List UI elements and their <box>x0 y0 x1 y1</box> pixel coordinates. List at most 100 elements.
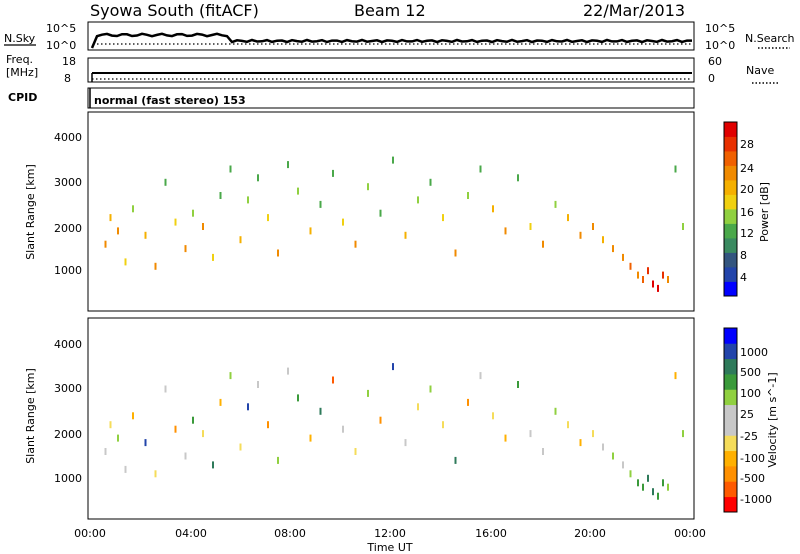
power-point <box>247 196 249 204</box>
xtick-4: 16:00 <box>475 527 507 540</box>
power-point <box>229 165 232 173</box>
velocity-colorbar-segment <box>724 420 737 436</box>
velocity-ytick-3000: 3000 <box>54 382 82 395</box>
power-colorbar-segment <box>724 194 737 210</box>
velocity-colorbar-segment <box>724 450 737 467</box>
power-point <box>257 174 259 182</box>
xlabel: Time UT <box>366 541 412 554</box>
velocity-point <box>192 416 194 424</box>
velocity-point <box>629 470 632 478</box>
power-point <box>657 284 659 292</box>
power-point <box>504 227 507 235</box>
velocity-colorbar-segment <box>724 374 737 390</box>
noise-search-label: N.Search <box>745 32 795 45</box>
velocity-point <box>674 372 677 380</box>
plot-title: Syowa South (fitACF) <box>90 1 259 20</box>
velocity-points-layer <box>104 363 684 500</box>
velocity-point <box>592 430 594 438</box>
nave-label: Nave <box>746 64 774 77</box>
xtick-1: 04:00 <box>175 527 207 540</box>
velocity-point <box>367 389 369 397</box>
velocity-point <box>602 443 604 451</box>
velocity-cbar-label: Velocity [m s^-1] <box>766 372 779 467</box>
velocity-point <box>662 479 664 487</box>
velocity-point <box>682 430 684 438</box>
velocity-ytick-2000: 2000 <box>54 428 82 441</box>
cpid-strip-frame <box>87 87 695 109</box>
velocity-point <box>542 448 544 455</box>
velocity-colorbar-segment <box>724 343 737 360</box>
velocity-point <box>109 421 112 429</box>
velocity-point <box>652 488 654 496</box>
velocity-point <box>124 465 127 473</box>
power-point <box>109 214 112 222</box>
velocity-point <box>184 452 187 460</box>
velocity-point <box>277 456 279 464</box>
velocity-cbar-tick-neg500: -500 <box>740 472 765 485</box>
power-colorbar-segment <box>724 209 737 224</box>
velocity-point <box>429 385 432 393</box>
velocity-point <box>567 421 569 429</box>
velocity-point <box>467 398 469 406</box>
power-point <box>517 174 519 182</box>
noise-sky-line <box>90 32 692 49</box>
power-cbar-tick-24: 24 <box>740 162 754 175</box>
velocity-colorbar <box>724 328 737 513</box>
velocity-colorbar-segment <box>724 496 737 513</box>
power-colorbar-segment <box>724 238 737 253</box>
power-point <box>124 258 127 266</box>
velocity-point <box>454 456 457 464</box>
velocity-point <box>492 412 494 420</box>
velocity-point <box>132 412 134 420</box>
velocity-point <box>622 461 624 469</box>
velocity-point <box>202 430 204 438</box>
power-point <box>579 231 582 239</box>
power-point <box>442 214 444 222</box>
velocity-ylabel: Slant Range [km] <box>24 368 37 464</box>
velocity-point <box>379 416 382 424</box>
power-colorbar-segment <box>724 122 737 137</box>
power-ytick-4000: 4000 <box>54 131 82 144</box>
power-point <box>554 200 557 208</box>
velocity-point <box>332 376 334 384</box>
power-point <box>144 231 147 239</box>
velocity-cbar-tick-100: 100 <box>740 387 761 400</box>
velocity-colorbar-segment <box>724 389 737 406</box>
velocity-point <box>647 474 649 482</box>
velocity-cbar-tick-neg100: -100 <box>740 452 765 465</box>
velocity-point <box>657 492 659 500</box>
power-point <box>629 262 632 270</box>
power-point <box>404 231 407 239</box>
velocity-point <box>267 421 269 429</box>
nave-right-tick-top: 60 <box>708 55 722 68</box>
power-point <box>467 192 469 199</box>
velocity-cbar-tick-25: 25 <box>740 408 754 421</box>
power-colorbar-segment <box>724 223 737 239</box>
velocity-point <box>642 483 644 491</box>
power-point <box>277 249 279 257</box>
beam-label: Beam 12 <box>354 1 426 20</box>
velocity-point <box>417 403 419 411</box>
power-point <box>219 192 222 199</box>
velocity-point <box>504 434 507 442</box>
velocity-colorbar-segment <box>724 466 737 482</box>
xtick-6: 00:00 <box>674 527 706 540</box>
power-points-layer <box>104 156 684 292</box>
power-point <box>212 253 214 261</box>
power-point <box>662 271 664 279</box>
freq-label-line2: [MHz] <box>6 66 38 79</box>
xtick-3: 12:00 <box>374 527 406 540</box>
power-colorbar <box>724 122 737 297</box>
power-cbar-label: Power [dB] <box>758 182 771 242</box>
velocity-point <box>117 434 119 442</box>
power-point <box>297 187 299 195</box>
velocity-point <box>579 439 582 447</box>
freq-left-tick-top: 18 <box>62 55 76 68</box>
velocity-colorbar-segment <box>724 435 737 452</box>
power-colorbar-segment <box>724 267 737 282</box>
velocity-colorbar-segment <box>724 328 737 344</box>
power-colorbar-segment <box>724 252 737 268</box>
noise-sky-label: N.Sky <box>4 32 36 45</box>
power-point <box>239 236 242 244</box>
power-colorbar-segment <box>724 151 737 166</box>
